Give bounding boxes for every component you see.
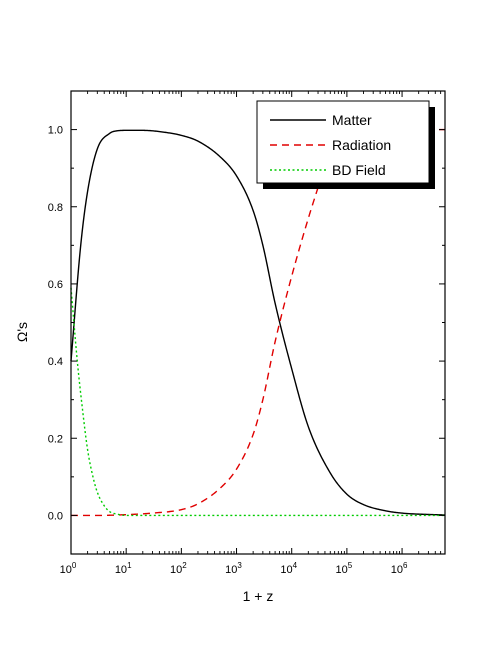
x-tick-label: 104: [280, 561, 297, 576]
y-tick-label: 0.0: [48, 510, 63, 522]
series-line-bd-field: [70, 287, 445, 517]
y-tick-label: 0.2: [48, 433, 63, 445]
legend-label: Radiation: [332, 137, 391, 153]
x-tick-label: 101: [115, 561, 132, 576]
axis-ticks: [70, 90, 446, 555]
x-tick-label: 103: [225, 561, 242, 576]
y-tick-label: 1.0: [48, 125, 63, 137]
legend-label: Matter: [332, 112, 372, 128]
series-line-radiation: [71, 187, 319, 517]
legend-label: BD Field: [332, 162, 386, 178]
y-axis-title: Ω's: [14, 322, 30, 342]
legend-box: [256, 100, 430, 184]
tick-labels: 100 101 102 103 104 105 106 0.0 0.2 0.4 0.6 0.8 1.0: [48, 125, 408, 576]
x-axis-title: 1 + z: [243, 588, 274, 604]
y-tick-label: 0.8: [48, 202, 63, 214]
legend: Matter Radiation BD Field: [256, 100, 435, 189]
series-line-matter: [70, 129, 446, 516]
y-tick-label: 0.6: [48, 279, 63, 291]
x-tick-label: 100: [60, 561, 77, 576]
x-tick-label: 105: [336, 561, 353, 576]
legend-items: Matter Radiation BD Field: [270, 112, 391, 178]
x-tick-label: 106: [391, 561, 408, 576]
x-tick-label: 102: [170, 561, 187, 576]
y-tick-label: 0.4: [48, 356, 63, 368]
